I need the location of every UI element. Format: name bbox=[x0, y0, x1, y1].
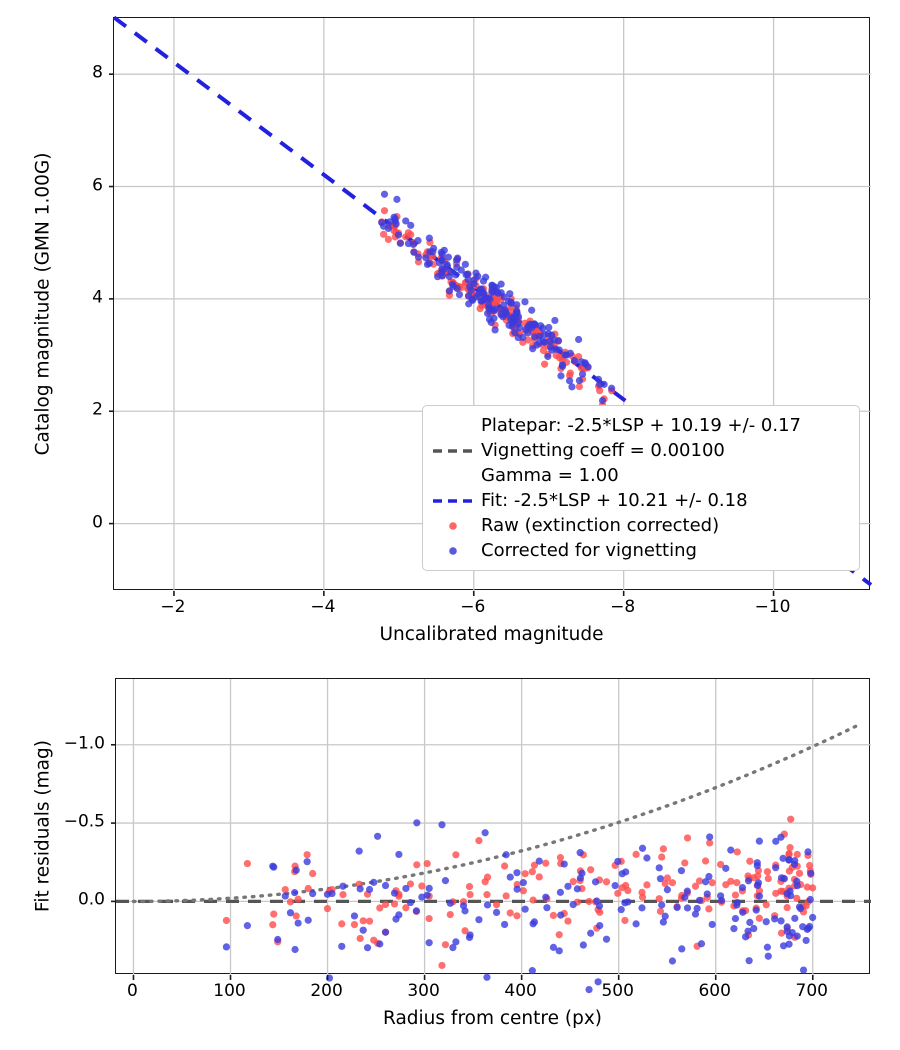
legend-item: Raw (extinction corrected) bbox=[431, 513, 849, 538]
x-tick-label: 400 bbox=[504, 981, 537, 1001]
fit-residuals-x-axis-label: Radius from centre (px) bbox=[383, 1008, 602, 1029]
legend-item-label: Corrected for vignetting bbox=[481, 540, 697, 561]
plot-legend: Platepar: -2.5*LSP + 10.19 +/- 0.17 Vigne… bbox=[422, 405, 860, 571]
y-tick-label: 6 bbox=[92, 175, 103, 196]
blue-dot-marker-icon bbox=[431, 538, 475, 563]
legend-key-empty bbox=[431, 463, 475, 488]
y-tick-label: 4 bbox=[92, 287, 103, 308]
x-tick-label: −8 bbox=[610, 597, 636, 617]
legend-item: Fit: -2.5*LSP + 10.21 +/- 0.18 bbox=[431, 488, 849, 513]
red-dot-marker-icon bbox=[431, 513, 475, 538]
x-tick-label: −4 bbox=[310, 597, 336, 617]
x-tick-label: 0 bbox=[127, 981, 138, 1001]
magnitude-calibration-y-axis-label: Catalog magnitude (GMN 1.00G) bbox=[32, 152, 54, 455]
legend-item: Gamma = 1.00 bbox=[431, 463, 849, 488]
x-tick-label: 300 bbox=[407, 981, 440, 1001]
legend-item-label: Platepar: -2.5*LSP + 10.19 +/- 0.17 bbox=[481, 415, 801, 436]
x-tick-label: 600 bbox=[698, 981, 731, 1001]
legend-item-label: Gamma = 1.00 bbox=[481, 465, 619, 486]
legend-item-label: Vignetting coeff = 0.00100 bbox=[481, 440, 725, 461]
x-tick-label: −2 bbox=[160, 597, 186, 617]
x-tick-label: 200 bbox=[310, 981, 343, 1001]
legend-item: Corrected for vignetting bbox=[431, 538, 849, 563]
y-tick-label: −0.5 bbox=[63, 811, 105, 832]
legend-item: Platepar: -2.5*LSP + 10.19 +/- 0.17 bbox=[431, 413, 849, 438]
fit-residuals-y-axis-label: Fit residuals (mag) bbox=[32, 740, 54, 912]
fit-residuals-plot bbox=[111, 678, 871, 994]
legend-key-empty bbox=[431, 413, 475, 438]
legend-item: Vignetting coeff = 0.00100 bbox=[431, 438, 849, 463]
x-tick-label: 100 bbox=[213, 981, 246, 1001]
x-tick-label: 700 bbox=[795, 981, 828, 1001]
fit-residuals-canvas bbox=[111, 679, 871, 994]
y-tick-label: −1.0 bbox=[63, 733, 105, 754]
legend-item-label: Fit: -2.5*LSP + 10.21 +/- 0.18 bbox=[481, 490, 748, 511]
y-tick-label: 2 bbox=[92, 399, 103, 420]
x-tick-label: −6 bbox=[460, 597, 486, 617]
magnitude-calibration-x-axis-label: Uncalibrated magnitude bbox=[379, 624, 604, 645]
y-tick-label: 0 bbox=[92, 512, 103, 533]
x-tick-label: −10 bbox=[754, 597, 791, 617]
y-tick-label: 0.0 bbox=[77, 889, 105, 910]
gray-dashed-line-icon bbox=[431, 438, 475, 463]
legend-item-label: Raw (extinction corrected) bbox=[481, 515, 720, 536]
blue-dashed-line-icon bbox=[431, 488, 475, 513]
x-tick-label: 500 bbox=[601, 981, 634, 1001]
y-tick-label: 8 bbox=[92, 62, 103, 83]
